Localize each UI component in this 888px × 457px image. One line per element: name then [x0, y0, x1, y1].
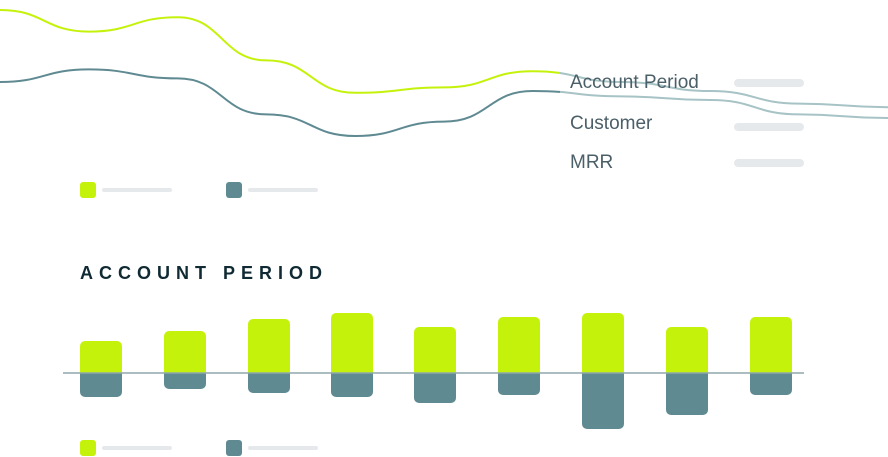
bar-negative-base-4 — [331, 373, 373, 379]
tooltip-label-customer: Customer — [570, 113, 653, 134]
bar-legend-teal-swatch — [226, 440, 242, 456]
tooltip-placeholder-3 — [734, 159, 804, 167]
tooltip-label-account-period: Account Period — [570, 72, 699, 93]
bar-positive-4 — [331, 313, 373, 379]
bar-negative-base-6 — [498, 373, 540, 379]
line-series-1 — [0, 9, 560, 94]
bar-positive-6 — [498, 317, 540, 379]
bar-positive-5 — [414, 327, 456, 379]
bar-positive-base-8 — [666, 367, 708, 373]
bar-negative-base-7 — [582, 373, 624, 379]
bar-negative-7 — [582, 367, 624, 429]
bar-negative-base-3 — [248, 373, 290, 379]
bar-positive-base-2 — [164, 367, 206, 373]
line-series-2 — [0, 68, 560, 138]
bar-positive-9 — [750, 317, 792, 379]
bar-negative-base-1 — [80, 373, 122, 379]
bar-positive-7 — [582, 313, 624, 379]
line-series-2-faded — [560, 90, 888, 119]
bar-negative-base-5 — [414, 373, 456, 379]
bar-positive-base-5 — [414, 367, 456, 373]
tooltip-placeholder-2 — [734, 123, 804, 131]
bar-positive-base-6 — [498, 367, 540, 373]
bar-positive-base-3 — [248, 367, 290, 373]
bar-positive-8 — [666, 327, 708, 379]
bar-positive-base-9 — [750, 367, 792, 373]
line-series-1-faded — [560, 72, 888, 109]
tooltip-placeholder-1 — [734, 79, 804, 87]
bar-legend-lime-placeholder — [102, 446, 172, 450]
bar-negative-base-2 — [164, 373, 206, 379]
bar-positive-base-4 — [331, 367, 373, 373]
tooltip-label-mrr: MRR — [570, 152, 614, 173]
section-title: ACCOUNT PERIOD — [80, 263, 329, 283]
line-chart — [0, 9, 888, 138]
bar-positive-3 — [248, 319, 290, 379]
line-legend-lime-placeholder — [102, 188, 172, 192]
line-legend-lime-swatch — [80, 182, 96, 198]
bar-legend-lime-swatch — [80, 440, 96, 456]
bar-negative-base-9 — [750, 373, 792, 379]
bar-positive-base-1 — [80, 367, 122, 373]
bar-positive-base-7 — [582, 367, 624, 373]
line-legend-teal-swatch — [226, 182, 242, 198]
line-legend-teal-placeholder — [248, 188, 318, 192]
bar-legend-teal-placeholder — [248, 446, 318, 450]
bar-negative-base-8 — [666, 373, 708, 379]
